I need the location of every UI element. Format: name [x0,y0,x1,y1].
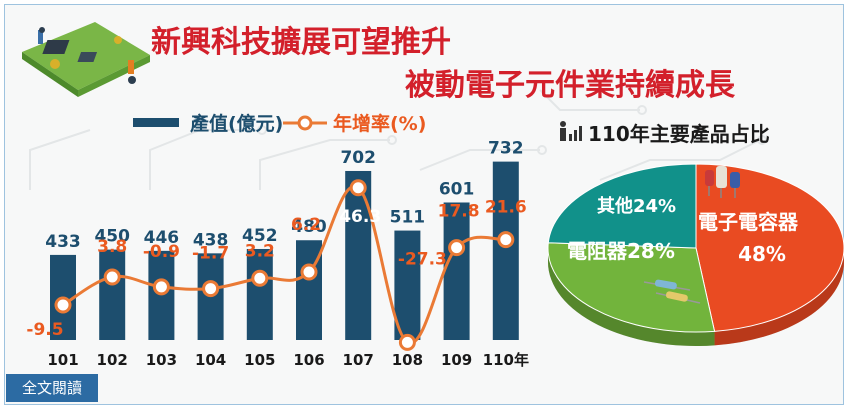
x-axis-labels: 101 102 103 104 105 106 107 108 109 110年 [47,351,529,369]
x-tick-label: 108 [392,351,423,369]
x-tick-label: 103 [146,351,177,369]
chart-person-icon [560,121,582,141]
legend: 產值(億元) 年增率(%) [133,112,426,135]
pie-label-capacitor-name: 電子電容器 [698,210,799,234]
pie-side-電子電容器 [714,248,844,346]
bar-110年 [492,161,519,340]
title-line-2: 被動電子元件業持續成長 [405,68,736,103]
legend-bar-swatch [133,118,179,127]
pie-label-resistor: 電阻器28% [567,239,675,263]
rate-value-label: -9.5 [26,320,63,340]
circuit-board-illustration [22,22,150,97]
rate-point-103 [152,278,170,296]
x-tick-label: 102 [97,351,128,369]
rate-line-layer [54,179,515,351]
bar-103 [148,250,175,340]
rate-value-label: 17.8 [438,202,480,222]
bar-value-label: 450 [94,227,130,247]
rate-point-109 [448,239,466,257]
bar-105 [246,248,273,340]
legend-bar-label: 產值(億元) [190,112,283,135]
rate-value-label: 21.6 [485,198,527,218]
pie-label-other: 其他24% [597,195,676,217]
rate-value-label: -1.7 [192,244,229,264]
x-tick-label: 110年 [483,351,529,369]
x-tick-label: 104 [195,351,226,369]
rate-point-101 [54,296,72,314]
resistor-illustration [643,279,701,304]
rate-value-label: 3.8 [97,237,127,257]
bar-value-label: 601 [439,179,475,199]
rate-value-label: 3.2 [245,241,275,261]
legend-line-label: 年增率(%) [333,112,426,135]
x-tick-label: 106 [293,351,324,369]
rate-point-105 [251,269,269,287]
pie-label-capacitor-value: 48% [738,242,786,266]
bar-value-label: 702 [340,148,376,168]
bars-layer [50,161,519,340]
read-full-button[interactable]: 全文閱讀 [6,374,98,402]
pie-slice-電阻器 [547,242,716,333]
bar-value-label: 446 [144,228,180,248]
circuit-decoration [29,89,767,190]
bar-value-label: 480 [291,217,327,237]
bar-value-label: 732 [488,139,524,159]
rate-point-102 [103,268,121,286]
rate-value-label: -0.9 [143,242,180,262]
pie-side-電阻器 [548,248,715,347]
bar-value-label: 511 [390,208,426,228]
bar-value-label: 433 [45,232,81,252]
capacitor-illustration [705,166,740,198]
rate-point-110年 [497,231,515,249]
legend-line-marker [297,115,313,131]
rate-value-label: -27.3 [398,249,447,269]
title-line-1: 新興科技擴展可望推升 [151,25,451,60]
bar-value-label: 452 [242,226,278,246]
x-tick-label: 105 [244,351,275,369]
rate-point-106 [300,263,318,281]
bar-108 [394,230,421,340]
bar-107 [345,170,372,340]
x-tick-label: 109 [441,351,472,369]
rate-point-108 [398,333,416,351]
bar-109 [443,202,470,340]
bar-labels-layer: 433 450 446 438 452 480 702 511 601 732 [45,139,523,252]
rate-labels-layer: -9.5 3.8 -0.9 -1.7 3.2 6.2 46.3 -27.3 17.8 21.6 [26,198,526,340]
pie-slice-其他 [547,163,697,249]
x-tick-label: 107 [343,351,374,369]
pie-title-group: 110年主要產品占比 [560,121,770,146]
rate-value-label: 46.3 [339,207,381,227]
pie-title: 110年主要產品占比 [588,122,770,146]
x-tick-label: 101 [47,351,78,369]
pie-chart: 電子電容器 48% 電阻器28% 其他24% [547,163,845,347]
bar-102 [99,249,126,340]
rate-point-107 [349,179,367,197]
rate-value-label: 6.2 [291,215,321,235]
rate-point-104 [202,280,220,298]
bar-value-label: 438 [193,230,229,250]
pie-slice-電子電容器 [695,163,845,332]
